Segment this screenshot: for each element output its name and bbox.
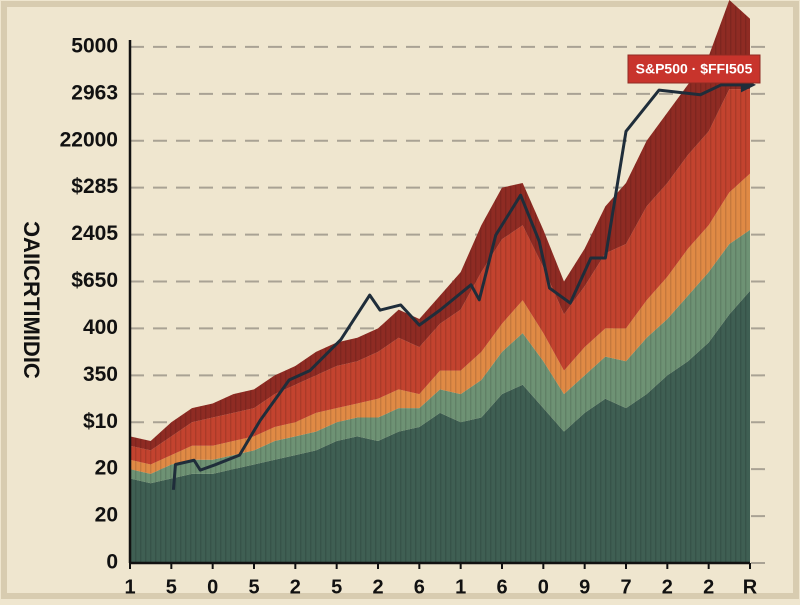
x-tick-label: 0 bbox=[207, 576, 218, 598]
y-tick-label: 350 bbox=[83, 363, 118, 386]
x-tick-label: 1 bbox=[455, 576, 466, 598]
y-tick-label: $650 bbox=[71, 269, 118, 292]
x-tick-label: 5 bbox=[248, 576, 259, 598]
y-tick-label: 400 bbox=[83, 316, 118, 339]
y-tick-label: 20 bbox=[95, 504, 118, 527]
x-tick-label: 2 bbox=[372, 576, 383, 598]
x-tick-label: 2 bbox=[703, 576, 714, 598]
x-tick-label: 1 bbox=[124, 576, 135, 598]
y-tick-label: 0 bbox=[106, 551, 118, 574]
area-texture bbox=[130, 0, 750, 451]
area-texture bbox=[130, 290, 750, 563]
y-tick-label: 2963 bbox=[71, 81, 118, 104]
x-tick-label: 7 bbox=[620, 576, 631, 598]
y-axis-title: ƆAIICRTIMIDIC bbox=[19, 221, 44, 379]
y-tick-label: $285 bbox=[71, 175, 118, 198]
y-tick-label: 20 bbox=[95, 457, 118, 480]
x-tick-label: 6 bbox=[496, 576, 507, 598]
area-texture bbox=[130, 89, 750, 465]
x-tick-label: 5 bbox=[166, 576, 177, 598]
x-tick-label: 2 bbox=[290, 576, 301, 598]
x-tick-label: 9 bbox=[579, 576, 590, 598]
y-tick-label: 2405 bbox=[71, 222, 118, 245]
x-tick-label: 0 bbox=[538, 576, 549, 598]
line bbox=[171, 77, 756, 490]
x-tick-label: 6 bbox=[414, 576, 425, 598]
y-tick-label: $10 bbox=[83, 410, 118, 433]
x-tick-label: R bbox=[743, 576, 758, 598]
x-tick-label: 2 bbox=[662, 576, 673, 598]
annotation-box bbox=[627, 54, 761, 84]
x-tick-label: 5 bbox=[331, 576, 342, 598]
y-tick-label: 22000 bbox=[60, 128, 118, 151]
y-tick-label: 5000 bbox=[71, 34, 118, 57]
annotation: S&P500 · $FFI505 bbox=[636, 61, 753, 77]
